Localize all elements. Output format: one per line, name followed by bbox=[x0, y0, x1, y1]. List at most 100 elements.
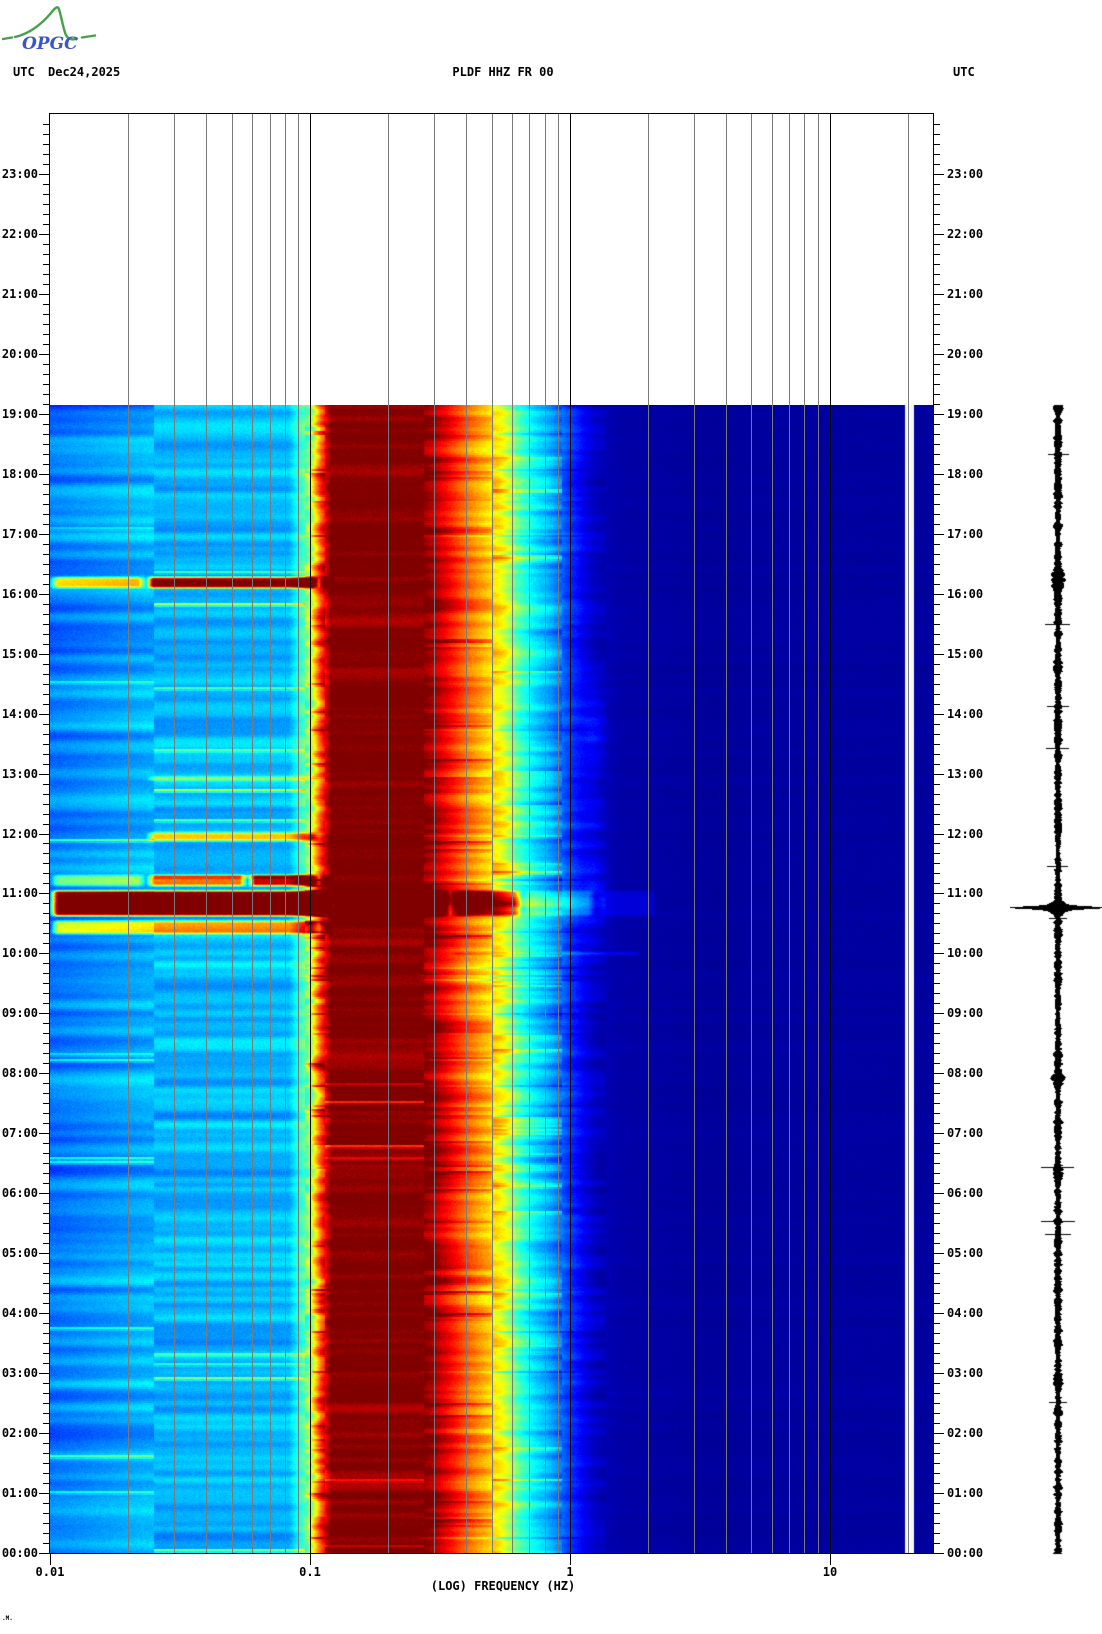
y-tick-minor-left bbox=[43, 993, 49, 994]
y-tick-minor-left bbox=[43, 1063, 49, 1064]
y-tick-minor-left bbox=[43, 1483, 49, 1484]
y-tick-minor-left bbox=[43, 1473, 49, 1474]
y-tick-minor-left bbox=[43, 284, 49, 285]
seismogram-trace-canvas bbox=[1010, 402, 1102, 1557]
hour-label-left: 16:00 bbox=[1, 587, 38, 601]
y-tick-minor-right bbox=[934, 214, 940, 215]
y-tick-major-left bbox=[39, 953, 49, 954]
plot-frame bbox=[49, 113, 934, 1554]
y-tick-minor-right bbox=[934, 1213, 940, 1214]
y-tick-minor-left bbox=[43, 853, 49, 854]
y-tick-minor-right bbox=[934, 734, 940, 735]
y-tick-minor-left bbox=[43, 983, 49, 984]
y-tick-minor-right bbox=[934, 134, 940, 135]
y-tick-minor-right bbox=[934, 204, 940, 205]
y-tick-minor-left bbox=[43, 1233, 49, 1234]
y-tick-minor-left bbox=[43, 364, 49, 365]
y-tick-major-right bbox=[934, 953, 944, 954]
y-tick-major-right bbox=[934, 1253, 944, 1254]
y-tick-minor-right bbox=[934, 1363, 940, 1364]
hour-label-right: 09:00 bbox=[947, 1006, 984, 1020]
utc-label-left: UTC bbox=[13, 65, 35, 79]
hour-label-right: 15:00 bbox=[947, 647, 984, 661]
hour-label-right: 00:00 bbox=[947, 1546, 984, 1560]
hour-label-right: 01:00 bbox=[947, 1486, 984, 1500]
hour-label-left: 12:00 bbox=[1, 827, 38, 841]
x-tick-major bbox=[830, 1554, 831, 1565]
y-tick-minor-left bbox=[43, 1333, 49, 1334]
y-tick-minor-right bbox=[934, 1233, 940, 1234]
y-tick-minor-left bbox=[43, 604, 49, 605]
y-tick-minor-right bbox=[934, 334, 940, 335]
y-tick-major-left bbox=[39, 834, 49, 835]
y-tick-minor-right bbox=[934, 1043, 940, 1044]
hour-label-right: 05:00 bbox=[947, 1246, 984, 1260]
y-tick-minor-left bbox=[43, 913, 49, 914]
y-tick-major-right bbox=[934, 654, 944, 655]
spectrogram-canvas bbox=[50, 405, 933, 1553]
y-tick-minor-left bbox=[43, 264, 49, 265]
y-tick-minor-left bbox=[43, 584, 49, 585]
hour-label-right: 17:00 bbox=[947, 527, 984, 541]
y-tick-major-right bbox=[934, 1313, 944, 1314]
y-tick-minor-left bbox=[43, 504, 49, 505]
y-tick-minor-right bbox=[934, 154, 940, 155]
y-tick-minor-right bbox=[934, 1053, 940, 1054]
y-tick-major-right bbox=[934, 534, 944, 535]
y-tick-minor-right bbox=[934, 494, 940, 495]
y-tick-minor-left bbox=[43, 764, 49, 765]
y-tick-minor-left bbox=[43, 1523, 49, 1524]
gridline-minor bbox=[388, 114, 389, 1553]
y-tick-minor-right bbox=[934, 124, 940, 125]
y-tick-minor-right bbox=[934, 284, 940, 285]
y-tick-minor-right bbox=[934, 794, 940, 795]
hour-label-left: 17:00 bbox=[1, 527, 38, 541]
y-tick-major-left bbox=[39, 1073, 49, 1074]
logo-mountain-curve bbox=[2, 6, 97, 41]
y-tick-minor-left bbox=[43, 1393, 49, 1394]
y-tick-minor-right bbox=[934, 764, 940, 765]
x-tick-label: 1 bbox=[566, 1565, 574, 1579]
y-tick-minor-right bbox=[934, 1153, 940, 1154]
hour-label-left: 21:00 bbox=[1, 287, 38, 301]
y-tick-minor-left bbox=[43, 274, 49, 275]
hour-label-right: 23:00 bbox=[947, 167, 984, 181]
hour-label-right: 11:00 bbox=[947, 886, 984, 900]
y-tick-minor-right bbox=[934, 1463, 940, 1464]
y-tick-minor-right bbox=[934, 484, 940, 485]
hour-label-left: 15:00 bbox=[1, 647, 38, 661]
y-tick-minor-right bbox=[934, 1483, 940, 1484]
y-tick-minor-right bbox=[934, 1513, 940, 1514]
hour-label-right: 04:00 bbox=[947, 1306, 984, 1320]
y-tick-minor-left bbox=[43, 963, 49, 964]
corner-mark: .M. bbox=[2, 1615, 13, 1622]
y-tick-minor-left bbox=[43, 454, 49, 455]
y-tick-minor-right bbox=[934, 554, 940, 555]
y-tick-minor-left bbox=[43, 224, 49, 225]
x-axis-title: (LOG) FREQUENCY (HZ) bbox=[430, 1579, 576, 1593]
y-tick-minor-right bbox=[934, 374, 940, 375]
y-tick-minor-left bbox=[43, 404, 49, 405]
y-tick-minor-left bbox=[43, 134, 49, 135]
gridline-minor bbox=[545, 114, 546, 1553]
y-tick-minor-right bbox=[934, 993, 940, 994]
hour-label-left: 09:00 bbox=[1, 1006, 38, 1020]
y-tick-minor-right bbox=[934, 804, 940, 805]
hour-label-right: 16:00 bbox=[947, 587, 984, 601]
y-tick-major-right bbox=[934, 474, 944, 475]
y-tick-minor-right bbox=[934, 184, 940, 185]
y-tick-major-right bbox=[934, 594, 944, 595]
hour-label-right: 06:00 bbox=[947, 1186, 984, 1200]
y-tick-minor-left bbox=[43, 1423, 49, 1424]
y-tick-minor-right bbox=[934, 973, 940, 974]
y-tick-minor-left bbox=[43, 1273, 49, 1274]
y-tick-minor-left bbox=[43, 923, 49, 924]
y-tick-minor-right bbox=[934, 744, 940, 745]
y-tick-major-right bbox=[934, 1493, 944, 1494]
y-tick-minor-right bbox=[934, 304, 940, 305]
gridline-minor bbox=[818, 114, 819, 1553]
hour-label-right: 02:00 bbox=[947, 1426, 984, 1440]
y-tick-minor-left bbox=[43, 1453, 49, 1454]
y-tick-minor-left bbox=[43, 1443, 49, 1444]
y-tick-minor-right bbox=[934, 943, 940, 944]
